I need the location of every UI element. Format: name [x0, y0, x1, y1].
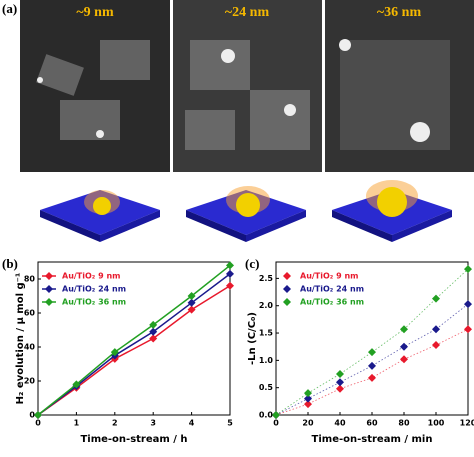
y-axis-label: H₂ evolution / μ mol g⁻¹ [15, 273, 26, 405]
x-tick-label: 60 [366, 419, 378, 428]
data-point [304, 389, 312, 398]
data-point [368, 373, 376, 382]
legend-marker [45, 285, 53, 293]
x-axis-label: Time-on-stream / min [312, 434, 433, 445]
x-tick-label: 4 [189, 419, 195, 428]
x-tick-label: 80 [398, 419, 410, 428]
series-line [37, 273, 231, 416]
legend-marker [283, 272, 291, 280]
y-tick-label: 2.0 [259, 301, 274, 310]
y-tick-label: 2.5 [259, 274, 274, 283]
series-line [37, 264, 231, 416]
legend-marker [45, 298, 53, 306]
x-tick-label: 100 [428, 419, 445, 428]
data-point [464, 300, 472, 309]
y-tick-label: 1.0 [259, 356, 274, 365]
data-point [272, 411, 280, 419]
y-tick-label: 60 [24, 309, 36, 318]
legend-marker [283, 298, 291, 306]
data-point [187, 298, 196, 307]
y-tick-label: 80 [24, 275, 36, 284]
data-point [464, 265, 472, 274]
data-point [187, 305, 196, 314]
data-point [226, 261, 234, 270]
data-point [304, 400, 312, 409]
x-tick-label: 0 [35, 419, 41, 428]
panel-label: (c) [245, 256, 259, 271]
legend-label: Au/TiO₂ 9 nm [300, 272, 358, 281]
legend-label: Au/TiO₂ 36 nm [62, 298, 126, 307]
panel-label: (a) [2, 1, 17, 16]
data-point [34, 411, 42, 419]
data-point [226, 269, 234, 278]
data-point [336, 384, 344, 393]
data-point [304, 394, 312, 403]
data-point [368, 361, 376, 370]
data-point [149, 334, 158, 343]
x-tick-label: 1 [74, 419, 80, 428]
legend-label: Au/TiO₂ 24 nm [300, 285, 364, 294]
x-tick-label: 40 [334, 419, 346, 428]
data-point [464, 325, 472, 334]
x-tick-label: 3 [150, 419, 156, 428]
data-point [336, 378, 344, 387]
data-point [336, 370, 344, 379]
y-tick-label: 20 [24, 377, 36, 386]
nanoparticle-illustrations [40, 180, 452, 242]
data-point [432, 325, 440, 334]
data-point [368, 348, 376, 357]
data-point [110, 348, 119, 357]
y-tick-label: 0.0 [259, 411, 274, 420]
trend-line [275, 328, 469, 416]
legend-label: Au/TiO₂ 36 nm [300, 298, 364, 307]
data-point [72, 380, 81, 389]
y-tick-label: 40 [24, 343, 36, 352]
image-label: ~36 nm [377, 5, 422, 20]
data-point [187, 292, 196, 300]
data-point [400, 355, 408, 364]
x-tick-label: 0 [273, 419, 279, 428]
legend-marker [283, 285, 291, 293]
image-label: ~24 nm [225, 5, 270, 20]
y-tick-label: 0.5 [259, 383, 274, 392]
data-point [149, 327, 158, 336]
y-tick-label: 0 [29, 411, 35, 420]
panel-label: (b) [2, 256, 18, 271]
x-tick-label: 5 [227, 419, 233, 428]
data-point [400, 342, 408, 351]
image-label: ~9 nm [76, 5, 114, 20]
legend-marker [45, 272, 53, 280]
legend-label: Au/TiO₂ 24 nm [62, 285, 126, 294]
x-tick-label: 20 [302, 419, 314, 428]
y-axis-label: -Ln (C/C₀) [247, 312, 258, 365]
data-point [149, 320, 158, 329]
legend-label: Au/TiO₂ 9 nm [62, 272, 120, 281]
data-point [226, 281, 234, 290]
data-point [432, 341, 440, 350]
data-point [432, 294, 440, 303]
x-tick-label: 120 [460, 419, 474, 428]
y-tick-label: 1.5 [259, 329, 274, 338]
series-line [37, 285, 231, 416]
x-axis-label: Time-on-stream / h [80, 434, 187, 445]
plot-frame [37, 261, 231, 416]
data-point [400, 325, 408, 334]
micrographs [20, 0, 474, 172]
x-tick-label: 2 [112, 419, 118, 428]
